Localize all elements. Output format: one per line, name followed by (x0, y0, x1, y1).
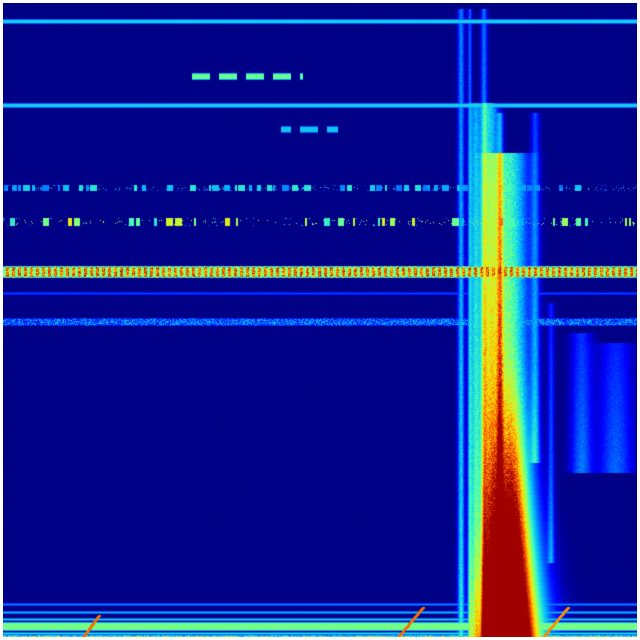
spectrogram-canvas[interactable] (3, 3, 637, 637)
spectrogram-plot-area[interactable] (3, 3, 637, 637)
